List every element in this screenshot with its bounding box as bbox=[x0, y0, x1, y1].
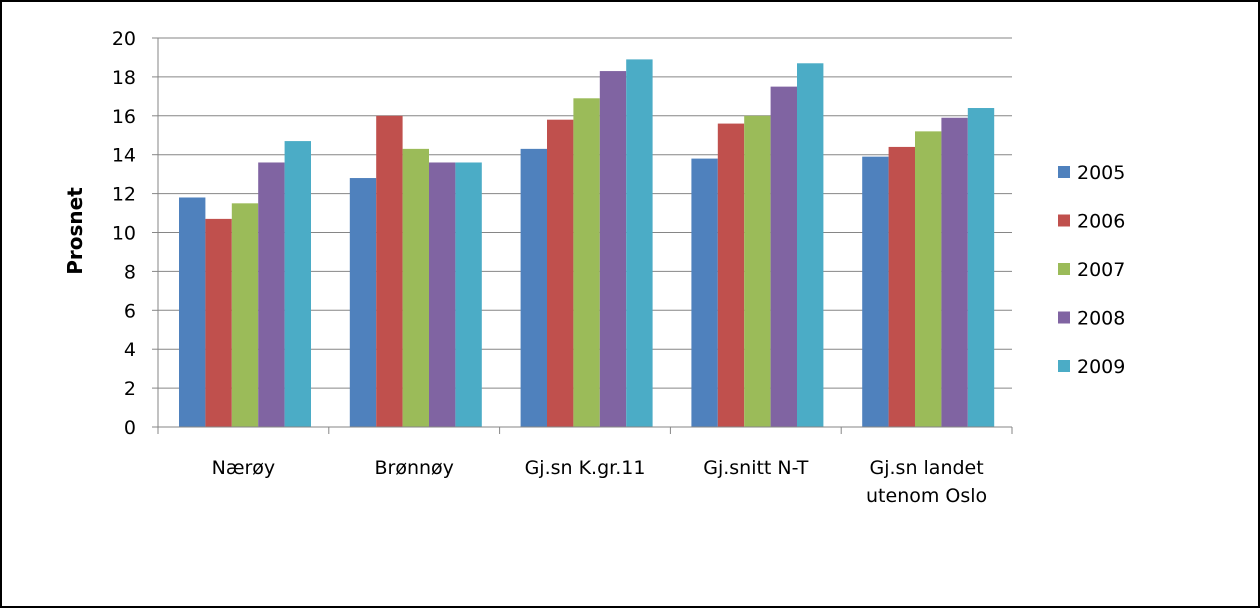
legend-swatch bbox=[1058, 360, 1070, 372]
bar bbox=[744, 115, 771, 428]
bar bbox=[915, 131, 942, 428]
y-tick-label: 12 bbox=[112, 184, 136, 206]
x-category-labels: Nærøy Brønnøy Gj.sn K.gr.11 Gj.snitt N-T Gj.… bbox=[212, 457, 988, 507]
axes bbox=[152, 37, 1013, 434]
bar bbox=[626, 59, 653, 428]
y-tick-label: 4 bbox=[124, 339, 136, 361]
bar bbox=[402, 148, 429, 428]
bar bbox=[205, 218, 232, 427]
x-category-label: utenom Oslo bbox=[866, 485, 987, 507]
x-category-label: Gj.sn K.gr.11 bbox=[525, 457, 646, 479]
bar bbox=[179, 197, 206, 427]
legend-label: 2005 bbox=[1077, 162, 1125, 184]
y-tick-label: 8 bbox=[124, 261, 136, 283]
y-tick-label: 6 bbox=[124, 300, 136, 322]
x-category-label: Gj.snitt N-T bbox=[703, 457, 809, 479]
bar bbox=[717, 123, 745, 427]
y-tick-label: 0 bbox=[124, 417, 136, 439]
bar bbox=[349, 178, 377, 427]
y-axis-title: Prosnet bbox=[63, 187, 87, 275]
bar bbox=[691, 158, 718, 427]
x-category-label: Nærøy bbox=[212, 457, 276, 479]
legend-label: 2008 bbox=[1077, 308, 1125, 330]
bar bbox=[797, 63, 824, 427]
bar bbox=[888, 146, 915, 428]
bar bbox=[941, 117, 968, 428]
y-tick-label: 10 bbox=[112, 223, 136, 245]
legend-label: 2007 bbox=[1077, 259, 1125, 281]
y-tick-label: 14 bbox=[112, 145, 136, 167]
x-category-label: Gj.sn landet bbox=[870, 457, 984, 479]
bar bbox=[231, 203, 259, 427]
bar bbox=[967, 108, 995, 428]
bar bbox=[547, 119, 574, 427]
bar bbox=[429, 162, 456, 428]
bar bbox=[455, 162, 482, 428]
bar bbox=[520, 148, 547, 428]
bar bbox=[573, 98, 600, 428]
legend-label: 2009 bbox=[1077, 356, 1125, 378]
bar bbox=[770, 86, 797, 427]
legend: 2005 2006 2007 2008 2009 bbox=[1058, 162, 1125, 378]
bar bbox=[376, 115, 403, 428]
legend-swatch bbox=[1058, 214, 1070, 227]
y-tick-label: 18 bbox=[112, 67, 136, 89]
bars bbox=[179, 59, 995, 428]
x-category-label: Brønnøy bbox=[374, 457, 453, 479]
legend-swatch bbox=[1058, 311, 1070, 324]
y-tick-label: 20 bbox=[112, 28, 136, 50]
legend-swatch bbox=[1058, 263, 1070, 275]
bar bbox=[599, 71, 627, 427]
y-tick-label: 2 bbox=[124, 378, 136, 400]
legend-label: 2006 bbox=[1077, 211, 1125, 233]
legend-swatch bbox=[1058, 166, 1070, 178]
bar bbox=[258, 162, 285, 428]
bar bbox=[284, 141, 311, 427]
y-tick-labels: 0 2 4 6 8 10 12 14 16 18 20 bbox=[112, 28, 136, 439]
bar bbox=[862, 156, 889, 427]
y-tick-label: 16 bbox=[112, 106, 136, 128]
